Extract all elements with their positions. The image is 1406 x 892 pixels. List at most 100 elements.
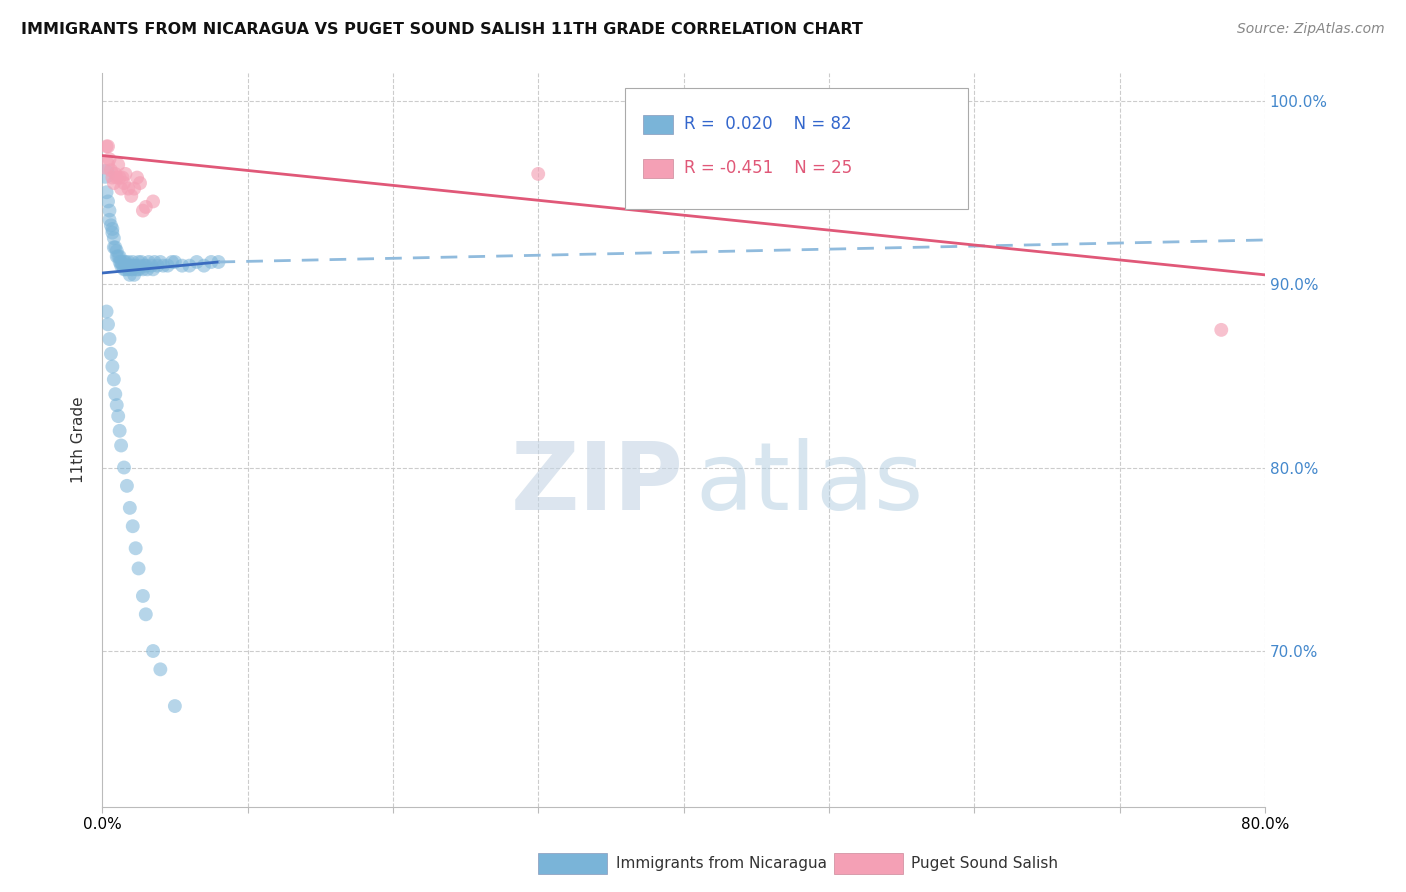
Point <box>98 153 121 167</box>
Point <box>128 561 150 575</box>
Point <box>128 255 150 269</box>
Point <box>105 250 128 264</box>
FancyBboxPatch shape <box>626 87 969 209</box>
Point <box>118 259 141 273</box>
Point <box>118 500 141 515</box>
Text: Source: ZipAtlas.com: Source: ZipAtlas.com <box>1237 22 1385 37</box>
Point <box>146 259 169 273</box>
Point <box>115 479 138 493</box>
Point <box>136 262 159 277</box>
Point <box>94 167 117 181</box>
Text: R = -0.451    N = 25: R = -0.451 N = 25 <box>683 160 852 178</box>
Point <box>121 262 143 277</box>
Point <box>135 607 157 622</box>
Point <box>143 255 166 269</box>
Point <box>142 644 165 658</box>
Point <box>122 181 145 195</box>
Point <box>103 240 125 254</box>
Point <box>110 255 132 269</box>
Point <box>135 259 157 273</box>
Point <box>101 170 124 185</box>
Point <box>127 170 149 185</box>
Text: atlas: atlas <box>695 438 924 530</box>
Point <box>163 255 186 269</box>
Point <box>120 262 142 277</box>
Point <box>105 170 128 185</box>
Point <box>100 219 122 233</box>
Point <box>163 699 186 714</box>
Point <box>142 194 165 209</box>
Point <box>122 259 145 273</box>
Point <box>152 259 174 273</box>
Point <box>112 255 135 269</box>
Point <box>117 181 139 195</box>
Point <box>105 244 128 258</box>
Y-axis label: 11th Grade: 11th Grade <box>72 397 86 483</box>
Point <box>141 259 163 273</box>
Point <box>96 304 118 318</box>
Point <box>131 255 153 269</box>
Point <box>112 262 135 277</box>
Point <box>98 203 121 218</box>
Point <box>135 200 157 214</box>
Point <box>108 255 131 269</box>
Point <box>101 222 124 236</box>
Point <box>138 255 160 269</box>
Point <box>98 332 121 346</box>
Point <box>149 255 172 269</box>
Point <box>128 262 150 277</box>
Point <box>104 240 127 254</box>
Point <box>97 318 120 332</box>
FancyBboxPatch shape <box>643 159 673 178</box>
Point <box>132 589 155 603</box>
Point <box>97 194 120 209</box>
Point <box>104 167 127 181</box>
Point <box>97 139 120 153</box>
Point <box>110 438 132 452</box>
Point <box>121 519 143 533</box>
Point <box>527 167 550 181</box>
Text: R =  0.020    N = 82: R = 0.020 N = 82 <box>683 115 851 134</box>
Text: Immigrants from Nicaragua: Immigrants from Nicaragua <box>616 856 827 871</box>
Point <box>103 372 125 386</box>
Point <box>103 176 125 190</box>
Point <box>108 424 131 438</box>
Point <box>132 262 155 277</box>
Point <box>114 262 136 277</box>
Point <box>118 268 141 282</box>
Point <box>186 255 208 269</box>
Point <box>103 231 125 245</box>
Point <box>122 268 145 282</box>
Point <box>98 212 121 227</box>
Point <box>200 255 222 269</box>
Point <box>104 387 127 401</box>
Text: ZIP: ZIP <box>510 438 683 530</box>
Point <box>100 163 122 178</box>
FancyBboxPatch shape <box>643 115 673 134</box>
Text: Puget Sound Salish: Puget Sound Salish <box>911 856 1059 871</box>
Point <box>111 170 134 185</box>
Point <box>101 226 124 240</box>
Text: IMMIGRANTS FROM NICARAGUA VS PUGET SOUND SALISH 11TH GRADE CORRELATION CHART: IMMIGRANTS FROM NICARAGUA VS PUGET SOUND… <box>21 22 863 37</box>
Point <box>115 259 138 273</box>
Point <box>96 139 118 153</box>
Point <box>117 262 139 277</box>
Point <box>108 170 131 185</box>
Point <box>172 259 194 273</box>
Point <box>101 359 124 374</box>
Point <box>179 259 201 273</box>
Point <box>108 250 131 264</box>
Point <box>1211 323 1233 337</box>
Point <box>94 158 117 172</box>
Point <box>111 259 134 273</box>
Point <box>121 255 143 269</box>
Point <box>107 250 129 264</box>
Point <box>149 662 172 676</box>
Point <box>134 259 156 273</box>
Point <box>142 262 165 277</box>
Point <box>100 347 122 361</box>
Point <box>105 398 128 412</box>
Point <box>129 259 152 273</box>
Point <box>117 255 139 269</box>
Point <box>114 167 136 181</box>
